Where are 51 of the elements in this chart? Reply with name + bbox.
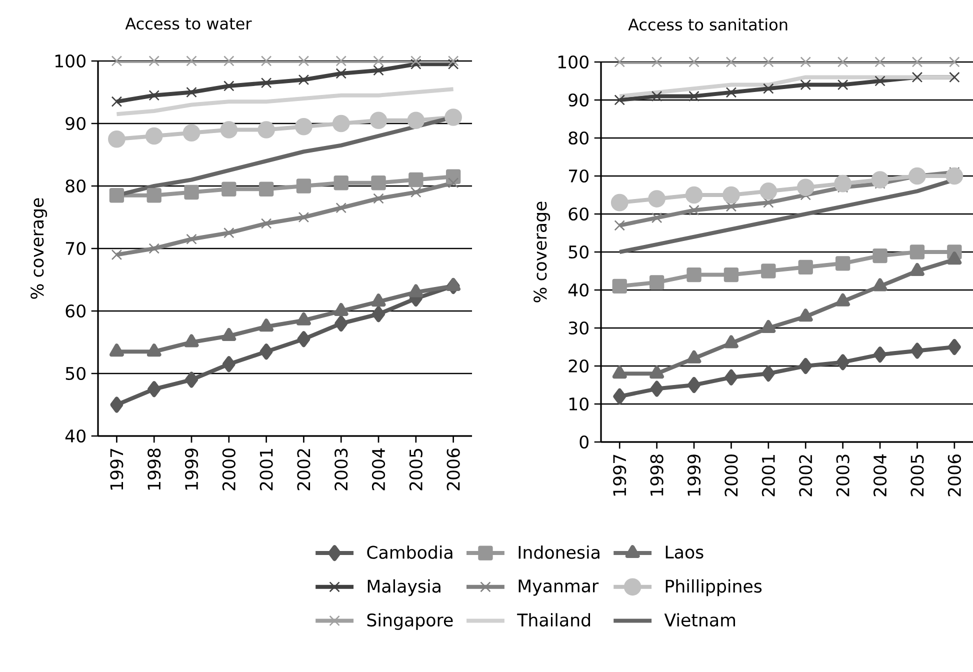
legend-label: Myanmar bbox=[518, 580, 599, 596]
x-tick-label: 2003 bbox=[334, 448, 348, 490]
y-tick-label: 60 bbox=[568, 207, 588, 221]
x-tick-label: 2006 bbox=[948, 454, 961, 496]
x-tick-label: 1997 bbox=[613, 454, 626, 496]
x-tick-label: 2003 bbox=[836, 454, 850, 496]
legend-label: Indonesia bbox=[518, 545, 600, 559]
x-tick-label: 2002 bbox=[297, 449, 310, 490]
legend-label: Phillippines bbox=[666, 579, 762, 596]
x-tick-label: 2006 bbox=[446, 448, 460, 490]
y-axis-title: % coverage bbox=[534, 202, 550, 302]
y-tick-label: 90 bbox=[66, 116, 86, 130]
legend-label: Laos bbox=[666, 546, 704, 559]
x-tick-label: 2005 bbox=[409, 448, 422, 490]
x-tick-label: 2002 bbox=[799, 455, 812, 496]
y-axis-title: % coverage bbox=[30, 198, 48, 299]
y-tick-label: 10 bbox=[569, 397, 588, 411]
x-tick-label: 1998 bbox=[148, 448, 161, 490]
chart-title: Access to sanitation bbox=[628, 18, 788, 31]
y-tick-label: 40 bbox=[65, 429, 86, 443]
y-tick-label: 70 bbox=[568, 169, 588, 183]
legend-label: Singapore bbox=[367, 613, 453, 630]
x-tick-label: 2000 bbox=[724, 454, 738, 496]
y-tick-label: 40 bbox=[568, 283, 588, 297]
y-tick-label: 50 bbox=[66, 366, 86, 380]
y-tick-label: 60 bbox=[66, 304, 86, 318]
y-tick-label: 30 bbox=[568, 321, 588, 335]
y-tick-label: 50 bbox=[568, 245, 588, 259]
x-tick-label: 2004 bbox=[873, 454, 887, 496]
y-tick-label: 80 bbox=[66, 179, 86, 193]
y-tick-label: 100 bbox=[558, 55, 588, 69]
legend-label: Malaysia bbox=[368, 579, 440, 596]
x-tick-label: 1997 bbox=[110, 448, 124, 490]
y-tick-label: 90 bbox=[568, 93, 588, 107]
y-tick-label: 0 bbox=[580, 435, 588, 449]
x-tick-label: 1998 bbox=[650, 454, 664, 496]
x-tick-label: 1999 bbox=[687, 454, 701, 496]
legend-label: Cambodia bbox=[367, 545, 452, 559]
x-tick-label: 2000 bbox=[222, 448, 236, 490]
legend-label: Thailand bbox=[517, 613, 590, 627]
chart-title: Access to water bbox=[125, 18, 252, 30]
x-tick-label: 2005 bbox=[910, 454, 924, 496]
legend-label: Vietnam bbox=[664, 613, 735, 627]
y-tick-label: 80 bbox=[568, 131, 588, 145]
x-tick-label: 2001 bbox=[762, 454, 775, 496]
x-tick-label: 2004 bbox=[372, 448, 386, 490]
x-tick-label: 2001 bbox=[260, 448, 273, 490]
x-tick-label: 1999 bbox=[184, 448, 198, 490]
y-tick-label: 70 bbox=[66, 242, 86, 256]
y-tick-label: 20 bbox=[568, 359, 588, 373]
y-tick-label: 100 bbox=[55, 54, 86, 68]
